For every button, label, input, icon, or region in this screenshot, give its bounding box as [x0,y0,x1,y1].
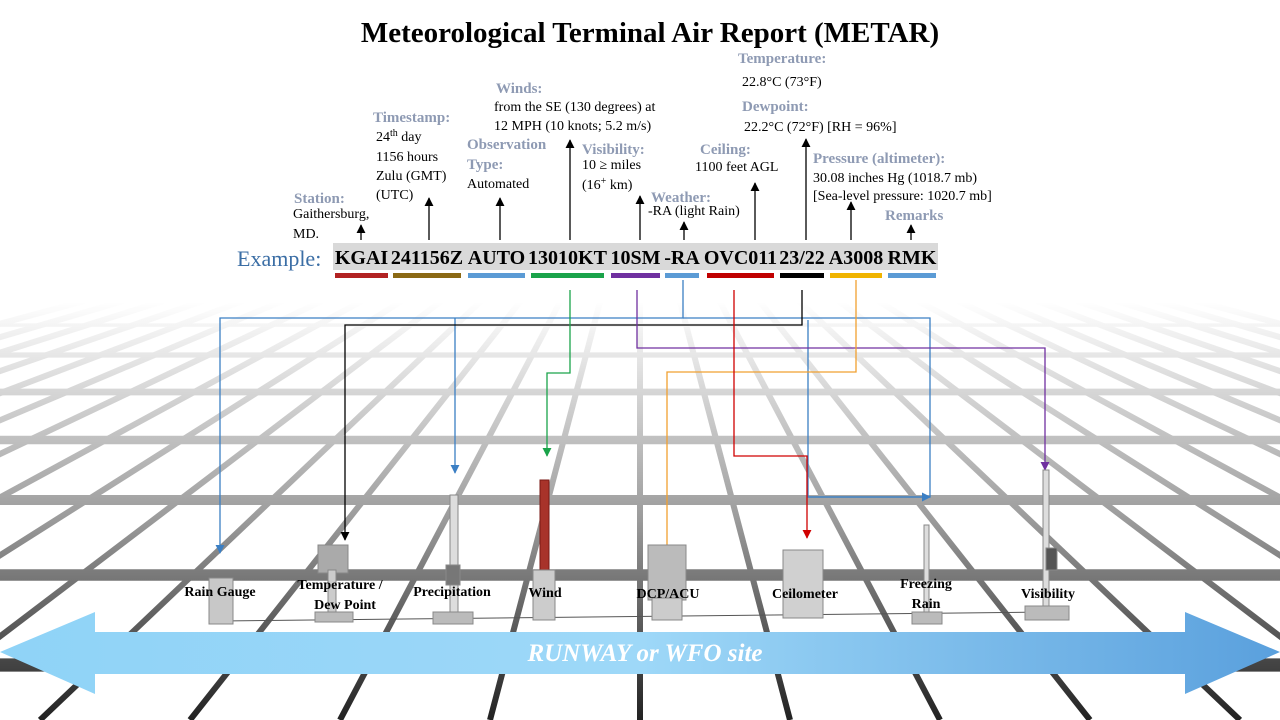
code-group: 13010KT [528,247,608,269]
connectors [215,280,1050,583]
instrument-label: Dew Point [314,598,376,613]
code-group: 10SM [611,247,661,269]
annotation-text: 22.2°C (72°F) [RH = 96%] [744,120,896,135]
annotation-text: 24th day [376,128,422,145]
annotation-text: day [398,130,422,145]
dcp-stand [651,597,683,621]
connector [636,290,1050,471]
annotation-heading: Ceiling: [700,142,751,158]
visibility-box [1045,547,1058,571]
annotation-text: 30.08 inches Hg (1018.7 mb) [813,171,977,186]
annotation-heading: Visibility: [582,142,645,158]
superscript: th [390,128,398,139]
annotation-text: from the SE (130 degrees) at [494,100,655,115]
code-underline [830,273,882,278]
annotation-text: Zulu (GMT) [376,169,447,184]
instrument-label: Rain Gauge [184,585,255,600]
annotation-text: 1100 feet AGL [695,160,778,175]
instrument-label: Freezing [900,577,952,592]
code-strip [333,243,938,270]
annotation-text: 24 [376,130,390,145]
annotation-text: 22.8°C (73°F) [742,75,822,90]
temp-base [314,611,354,623]
precip-base [432,611,474,625]
annotation-heading: Winds: [496,81,542,97]
dcp-box [647,544,687,601]
annotation-heading: Dewpoint: [742,99,809,115]
instrument-label: Rain [912,597,941,612]
annotation-text: (16+ km) [582,176,633,193]
annotation-heading: Station: [294,191,345,207]
code-underline [393,273,461,278]
annotation-heading: Temperature: [738,51,826,67]
code-group: 241156Z [391,247,463,269]
code-group: RMK [888,247,937,269]
annotation-text: 10 ≥ miles [582,158,641,173]
instrument-label: Precipitation [413,585,491,600]
code-group: -RA [664,247,700,269]
annotation-text: Automated [467,177,529,192]
code-underline [707,273,774,278]
superscript: + [601,176,607,187]
code-underline [531,273,604,278]
instrument-label: Visibility [1021,587,1075,602]
annotation-heading: Observation [467,137,547,153]
wind-mast [539,479,550,581]
connector [662,280,857,583]
instrument-label: Temperature / [297,578,383,593]
instrument-label: Wind [528,586,561,601]
annotation-text: (UTC) [376,188,414,203]
instruments [208,469,1070,625]
annotation-heading: Timestamp: [373,110,450,126]
code-group: KGAI [335,247,389,269]
annotation-heading: Weather: [651,190,711,206]
ceilometer-box [782,549,824,619]
annotations: Station: Gaithersburg, MD. Timestamp: 24… [293,51,992,242]
annotation-text: -RA (light Rain) [648,204,740,219]
connector [215,280,684,554]
annotation-text: [Sea-level pressure: 1020.7 mb] [813,189,992,204]
code-group: OVC011 [704,247,777,269]
connector [733,290,812,539]
precip-box [445,564,461,586]
visibility-base [1024,605,1070,621]
banner-text: RUNWAY or WFO site [527,640,763,667]
runway-arrow [0,612,1280,694]
annotation-text: (16 [582,178,601,193]
code-underline [335,273,388,278]
code-underline [888,273,936,278]
instrument-labels: Rain Gauge Temperature / Dew Point Precipit… [184,577,1075,613]
instrument-label: DCP/ACU [637,587,700,602]
annotation-heading: Type: [467,157,503,173]
title: Meteorological Terminal Air Report (META… [361,17,939,49]
code-group: A3008 [829,247,883,269]
connector [542,290,571,457]
rain-gauge [208,577,234,625]
code-group: 23/22 [779,247,825,269]
freezing-rain-base [911,611,943,625]
temp-shield [317,544,349,574]
ground-cable [219,611,1049,622]
codes: KGAI 241156Z AUTO 13010KT 10SM -RA OVC011 23/22… [335,247,937,278]
wind-base [532,569,556,621]
annotation-text: MD. [293,227,319,242]
annotation-text: Gaithersburg, [293,207,369,222]
connector [340,290,803,541]
annotation-heading: Pressure (altimeter): [813,151,945,167]
code-underline [780,273,824,278]
code-underline [611,273,660,278]
annotation-text: km) [606,178,632,193]
annotation-text: 1156 hours [376,150,438,165]
annotation-heading: Remarks [885,208,943,224]
pointer-arrows [356,138,916,240]
code-underline [468,273,525,278]
code-group: AUTO [468,247,525,269]
instrument-label: Ceilometer [772,587,838,602]
code-underline [665,273,699,278]
example-label: Example: [237,246,321,271]
annotation-text: 12 MPH (10 knots; 5.2 m/s) [494,119,651,134]
